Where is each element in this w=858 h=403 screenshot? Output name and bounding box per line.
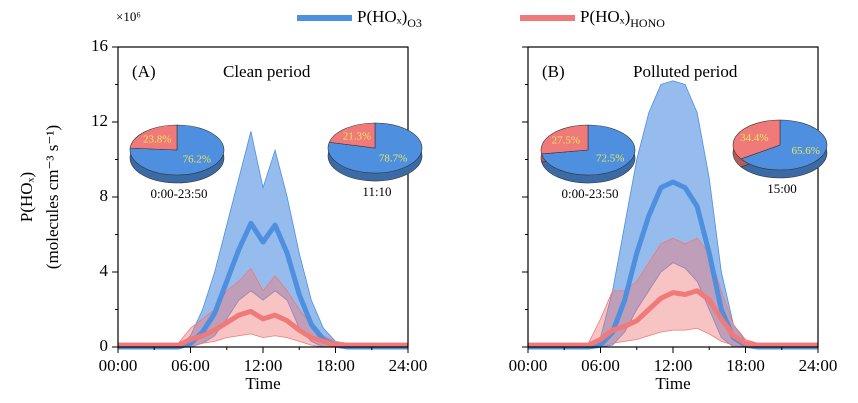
mean-line [528, 288, 818, 348]
y-axis-title: (molecules cm⁻³ s⁻¹) [43, 125, 62, 269]
pie-caption: 11:10 [362, 184, 391, 199]
x-tick-label: 06:00 [581, 356, 620, 375]
pie-caption: 15:00 [767, 181, 797, 196]
pie-slice [540, 124, 589, 155]
legend-label: P(HOₓ)HONO [580, 7, 665, 30]
y-tick-label: 16 [91, 36, 108, 55]
pie-label: 65.6% [791, 145, 819, 157]
x-axis-title: Time [655, 374, 690, 393]
x-tick-label: 06:00 [171, 356, 210, 375]
pie-label: 76.2% [183, 154, 211, 166]
pie-label: 23.8% [143, 133, 171, 145]
panel-title: Polluted period [633, 62, 738, 81]
pie-slice [740, 119, 828, 171]
band [528, 80, 818, 348]
legend-subscript: O3 [407, 16, 422, 30]
x-tick-label: 00:00 [99, 356, 138, 375]
pie-label: 27.5% [552, 135, 580, 147]
legend-name: P(HOₓ) [357, 7, 407, 26]
pie-label: 34.4% [740, 132, 768, 144]
y-tick-label: 12 [91, 111, 108, 130]
y-tick-label: 4 [100, 261, 109, 280]
x-tick-label: 12:00 [654, 356, 693, 375]
pie-slice [328, 122, 376, 149]
x-tick-label: 24:00 [389, 356, 428, 375]
y-tick-label: 0 [100, 336, 109, 355]
y-axis-title: P(HOₓ) [17, 172, 36, 222]
legend-subscript: HONO [630, 16, 665, 30]
x-tick-label: 24:00 [799, 356, 838, 375]
panel-label: (B) [542, 62, 565, 81]
pie-label: 72.5% [596, 152, 624, 164]
x-axis-title: Time [245, 374, 280, 393]
x-tick-label: 12:00 [244, 356, 283, 375]
panel-title: Clean period [223, 62, 311, 81]
legend-name: P(HOₓ) [580, 7, 630, 26]
panel-label: (A) [132, 62, 156, 81]
y-tick-label: 8 [100, 186, 109, 205]
mean-line [118, 308, 408, 348]
pie-slice [732, 119, 781, 160]
x-tick-label: 18:00 [316, 356, 355, 375]
pie-caption: 0:00-23:50 [150, 186, 207, 201]
legend-label: P(HOₓ)O3 [357, 7, 422, 30]
x-tick-label: 00:00 [509, 356, 548, 375]
pie-label: 21.3% [343, 131, 371, 143]
pie-label: 78.7% [379, 152, 407, 164]
x-tick-label: 18:00 [726, 356, 765, 375]
pie-slice [129, 124, 178, 151]
pie-caption: 0:00-23:50 [561, 186, 618, 201]
y-multiplier: ×10⁶ [116, 9, 141, 24]
